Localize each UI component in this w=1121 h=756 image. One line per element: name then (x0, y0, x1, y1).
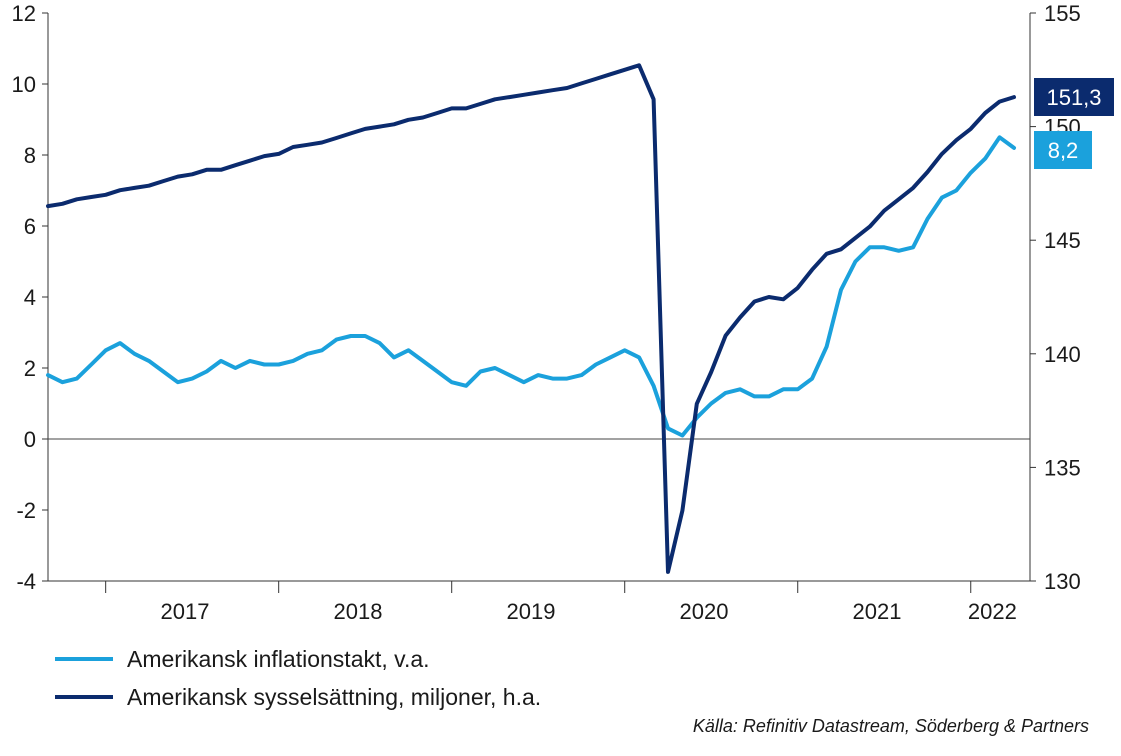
right-tick-label: 135 (1044, 455, 1081, 480)
series-line-inflation (46, 135, 1016, 438)
end-label-employment-box (1034, 78, 1114, 116)
x-tick-label: 2017 (160, 599, 209, 624)
x-tick-label: 2020 (680, 599, 729, 624)
legend-label-employment: Amerikansk sysselsättning, miljoner, h.a… (127, 683, 542, 710)
left-tick-label: 2 (24, 356, 36, 381)
source-note: Källa: Refinitiv Datastream, Söderberg &… (692, 716, 1089, 736)
right-tick-label: 130 (1044, 569, 1081, 594)
legend-label-inflation: Amerikansk inflationstakt, v.a. (127, 645, 430, 672)
right-tick-label: 155 (1044, 1, 1081, 26)
left-tick-label: 6 (24, 214, 36, 239)
series-line-employment (46, 63, 1016, 574)
legend: Amerikansk inflationstakt, v.a. Amerikan… (55, 640, 541, 716)
left-tick-label: -2 (16, 498, 36, 523)
legend-item-employment: Amerikansk sysselsättning, miljoner, h.a… (55, 678, 541, 716)
left-tick-label: 10 (12, 72, 36, 97)
left-tick-label: -4 (16, 569, 36, 594)
legend-swatch-employment (55, 695, 113, 699)
end-label-inflation: 8,2 (1048, 138, 1079, 163)
x-tick-label: 2018 (334, 599, 383, 624)
left-tick-label: 0 (24, 427, 36, 452)
left-tick-label: 8 (24, 143, 36, 168)
right-tick-label: 145 (1044, 228, 1081, 253)
x-tick-label: 2019 (507, 599, 556, 624)
right-tick-label: 140 (1044, 342, 1081, 367)
end-label-inflation-box (1034, 131, 1092, 169)
legend-item-inflation: Amerikansk inflationstakt, v.a. (55, 640, 541, 678)
left-tick-label: 4 (24, 285, 36, 310)
legend-swatch-inflation (55, 657, 113, 661)
x-tick-label: 2022 (968, 599, 1017, 624)
end-label-employment: 151,3 (1046, 85, 1101, 110)
left-tick-label: 12 (12, 1, 36, 26)
x-tick-label: 2021 (853, 599, 902, 624)
